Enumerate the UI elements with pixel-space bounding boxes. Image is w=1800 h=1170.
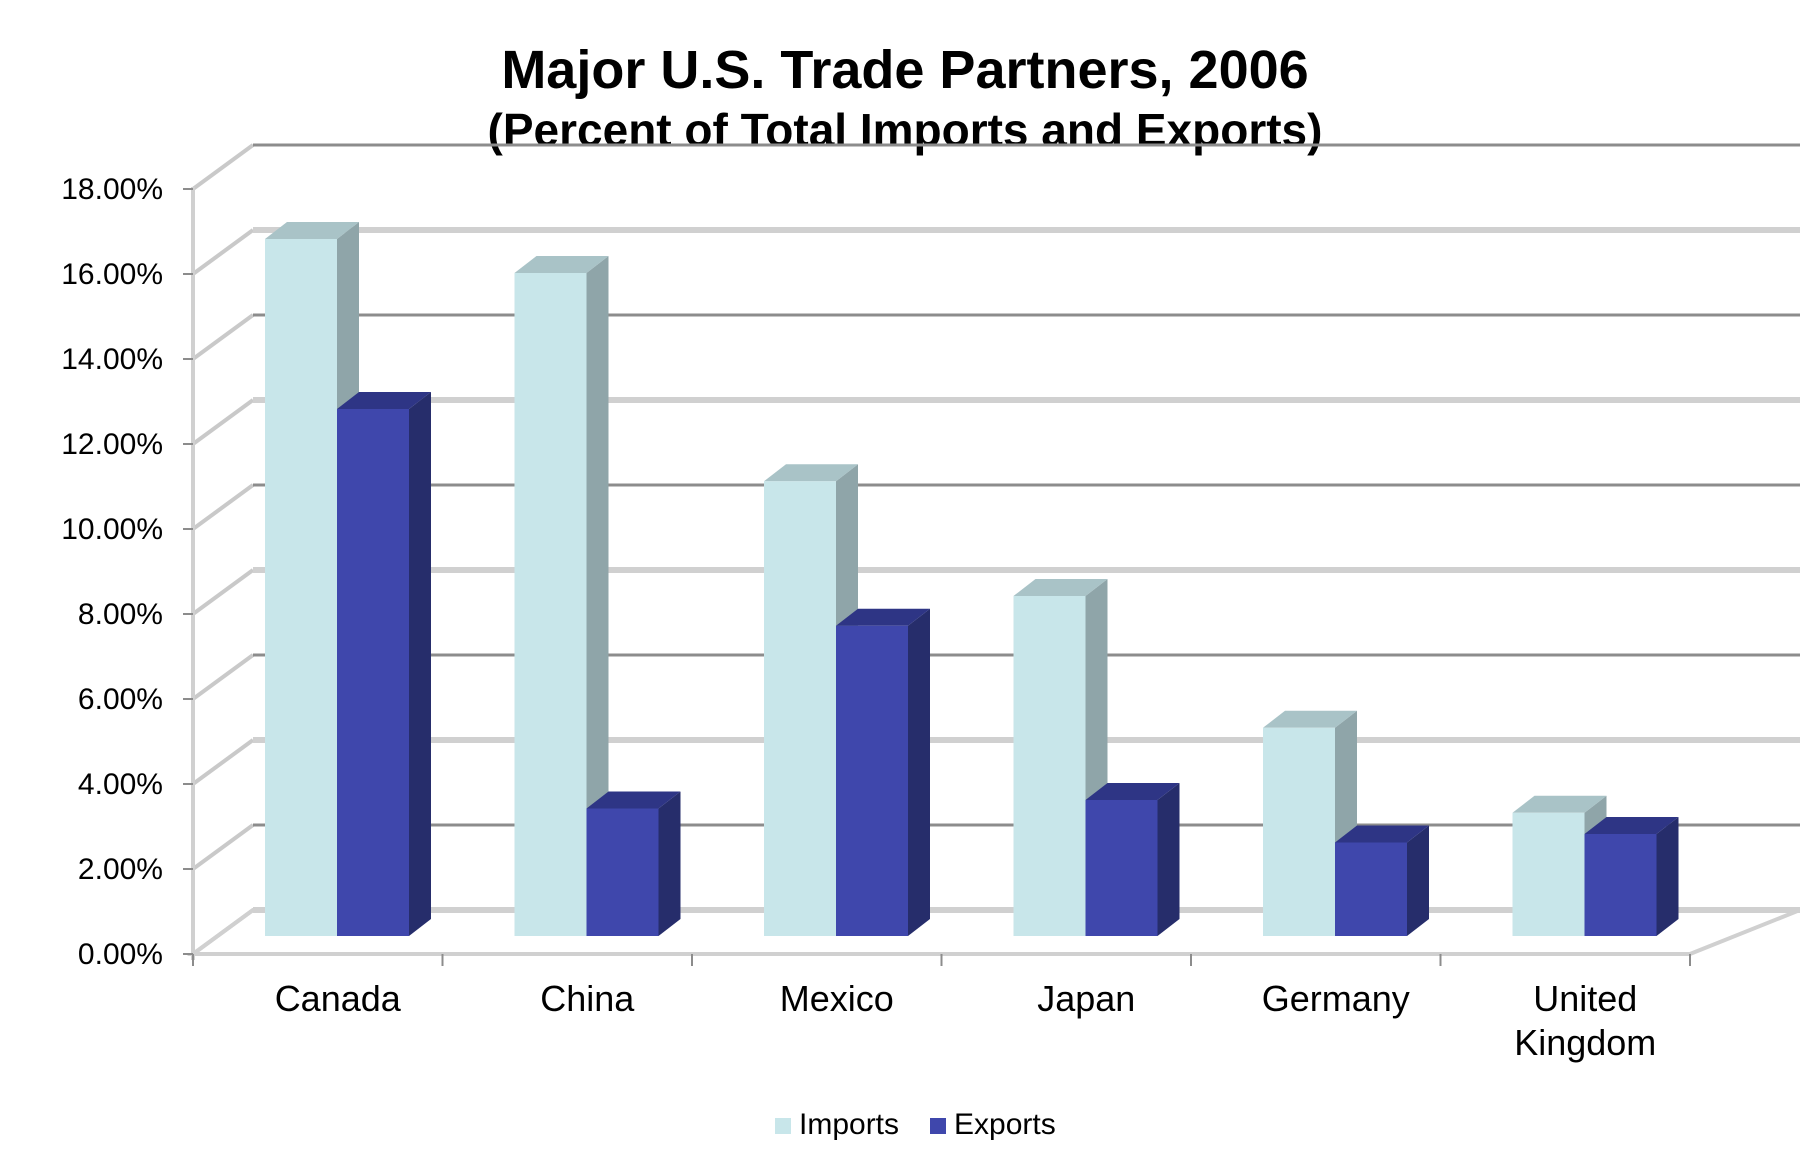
- bar-top-exports: [1085, 783, 1180, 800]
- bar-side-exports: [1407, 825, 1429, 936]
- y-tick-label: 4.00%: [78, 768, 163, 801]
- legend-swatch-imports: [775, 1118, 791, 1134]
- bar-side-exports: [409, 392, 431, 936]
- x-tick-label: Canada: [275, 978, 402, 1019]
- bar-top-imports: [764, 464, 858, 482]
- x-tick-label: Kingdom: [1514, 1022, 1656, 1063]
- bar-top-exports: [586, 791, 681, 809]
- x-tick-label: Mexico: [780, 978, 894, 1019]
- bar-imports: [265, 239, 337, 936]
- legend-swatch-exports: [930, 1118, 946, 1134]
- side-gridline: [191, 398, 255, 446]
- legend-label-imports: Imports: [799, 1108, 899, 1141]
- bar-exports: [1584, 834, 1657, 936]
- bars: [265, 222, 1679, 936]
- chart-subtitle: (Percent of Total Imports and Exports): [488, 104, 1323, 156]
- bar-imports: [514, 273, 587, 936]
- x-tick-label: United: [1533, 978, 1637, 1019]
- legend: Imports Exports: [775, 1108, 1056, 1141]
- y-tick-label: 6.00%: [78, 683, 163, 716]
- bar-imports: [1263, 727, 1335, 936]
- y-tick-label: 14.00%: [61, 343, 163, 376]
- bar-exports: [586, 808, 659, 936]
- bar-top-imports: [1013, 579, 1108, 596]
- y-tick-label: 12.00%: [61, 428, 163, 461]
- bar-top-imports: [1512, 795, 1607, 813]
- side-gridline: [191, 653, 255, 701]
- bar-side-exports: [1157, 783, 1180, 936]
- bar-side-exports: [658, 791, 681, 936]
- bar-top-exports: [1335, 825, 1429, 843]
- y-tick-label: 8.00%: [78, 598, 163, 631]
- bar-imports: [764, 481, 836, 936]
- bar-side-exports: [1656, 817, 1679, 936]
- bar-exports: [1335, 842, 1407, 936]
- side-gridline: [191, 483, 255, 531]
- axes: 0.00% 2.00% 4.00% 6.00% 8.00% 10.00% 12.00% 14.…: [61, 173, 1691, 1063]
- legend-label-exports: Exports: [954, 1108, 1056, 1141]
- bar-top-exports: [337, 392, 431, 409]
- bar-exports: [1085, 800, 1158, 936]
- y-tick-label: 0.00%: [78, 938, 163, 971]
- bar-exports: [337, 409, 409, 936]
- side-gridline: [191, 313, 255, 361]
- bar-imports: [1013, 596, 1086, 936]
- bar-side-imports: [586, 256, 609, 936]
- bar-top-imports: [1263, 710, 1357, 728]
- chart-title: Major U.S. Trade Partners, 2006: [501, 40, 1308, 100]
- x-tick-label: Germany: [1262, 978, 1410, 1019]
- side-gridline: [191, 143, 255, 191]
- y-tick-label: 16.00%: [61, 258, 163, 291]
- bar-imports: [1512, 812, 1585, 936]
- y-tick-label: 18.00%: [61, 173, 163, 206]
- x-tick-label: China: [540, 978, 635, 1019]
- bar-top-imports: [265, 222, 359, 239]
- x-tick-label: Japan: [1037, 978, 1135, 1019]
- side-gridline: [191, 738, 255, 786]
- y-tick-label: 2.00%: [78, 853, 163, 886]
- bar-side-exports: [908, 608, 930, 936]
- bar-top-exports: [836, 608, 930, 626]
- bar-exports: [836, 625, 908, 936]
- bar-top-exports: [1584, 817, 1679, 834]
- side-gridline: [191, 228, 255, 276]
- bar-top-imports: [514, 256, 609, 273]
- side-gridline: [191, 823, 255, 871]
- side-gridline: [191, 568, 255, 616]
- y-tick-label: 10.00%: [61, 513, 163, 546]
